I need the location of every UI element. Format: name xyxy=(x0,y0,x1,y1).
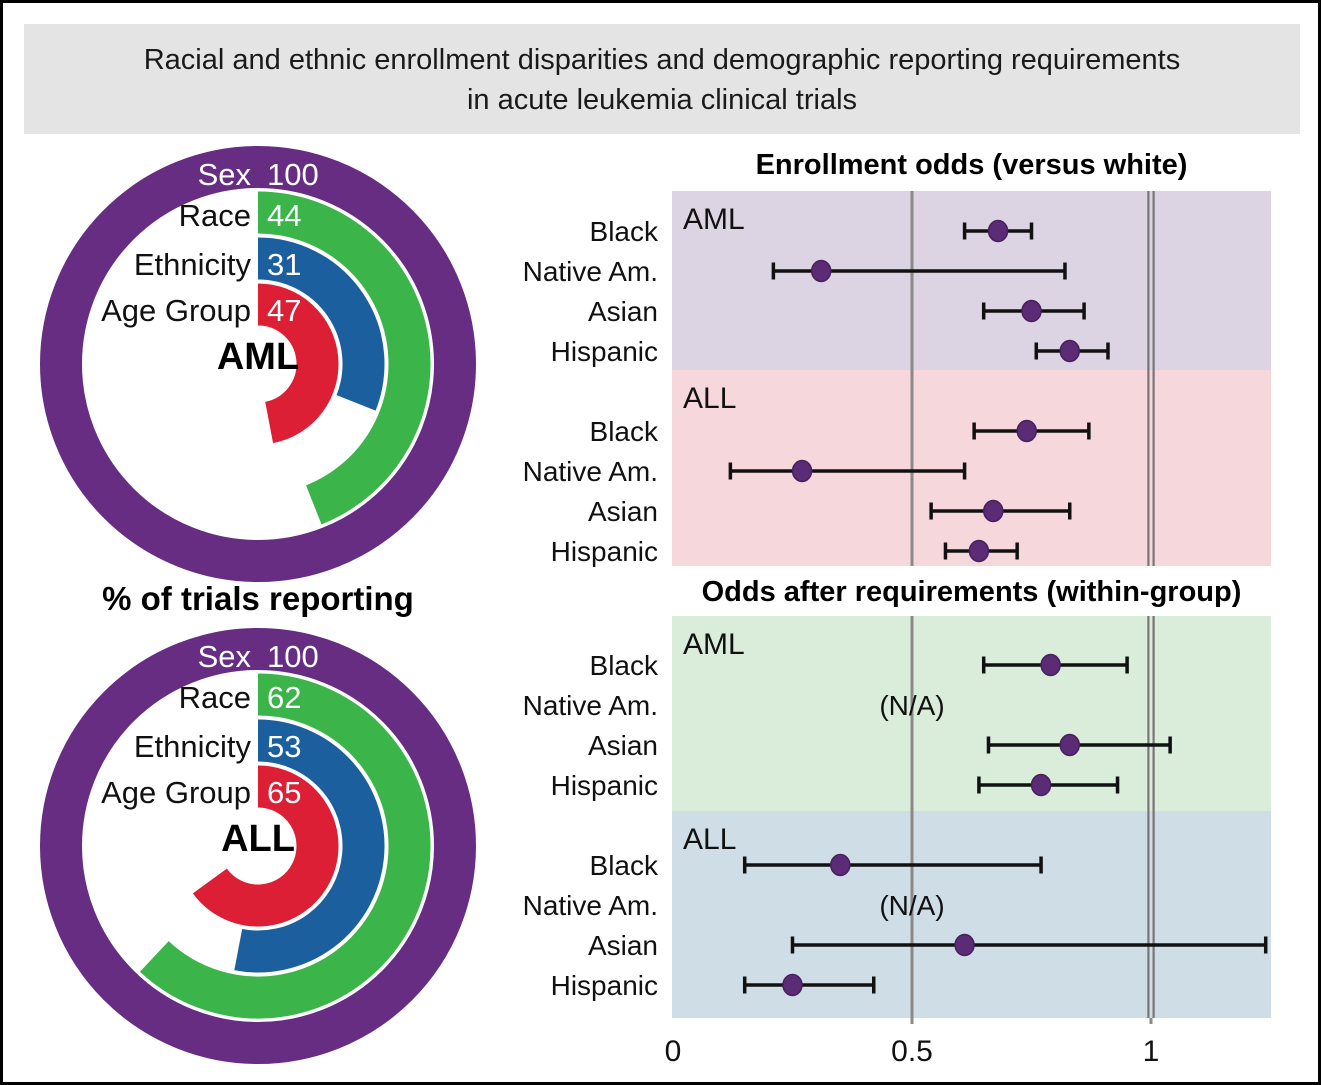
ring-label: Age Group xyxy=(101,293,251,328)
ring-age-group xyxy=(192,765,339,927)
odds-ratio-marker xyxy=(954,933,975,957)
ring-value: 53 xyxy=(267,729,301,764)
forest-row-aml-black xyxy=(981,653,1129,677)
figure-title-line-1: Racial and ethnic enrollment disparities… xyxy=(143,44,1181,76)
section-label-aml: AML xyxy=(683,203,745,236)
ring-ethnicity xyxy=(234,719,385,973)
forest-row-aml-asian xyxy=(986,733,1172,757)
odds-ratio-marker xyxy=(1021,299,1042,323)
ring-label: Race xyxy=(179,680,251,715)
ring-label: Sex xyxy=(198,157,252,192)
row-label: Native Am. xyxy=(523,256,658,287)
row-label: Black xyxy=(590,216,659,247)
forest-row-all-black xyxy=(742,853,1043,877)
ring-race xyxy=(139,673,431,1019)
na-label: (N/A) xyxy=(879,890,944,921)
donut-center-label: AML xyxy=(217,336,299,378)
row-label: Native Am. xyxy=(523,456,658,487)
row-label: Hispanic xyxy=(551,536,658,567)
forest-row-aml-black xyxy=(962,219,1034,243)
reporting-caption: % of trials reporting xyxy=(102,580,414,617)
odds-ratio-marker xyxy=(782,973,803,997)
ring-label: Race xyxy=(179,198,251,233)
forest-row-all-hispanic xyxy=(943,539,1019,563)
ring-value: 47 xyxy=(267,293,301,328)
row-label: Native Am. xyxy=(523,690,658,721)
odds-ratio-marker xyxy=(968,539,990,563)
row-label: Black xyxy=(590,416,659,447)
section-label-all: ALL xyxy=(683,823,736,856)
row-label: Hispanic xyxy=(551,336,658,367)
row-label: Asian xyxy=(588,730,658,761)
row-label: Asian xyxy=(588,296,658,327)
figure-title-line-2: in acute leukemia clinical trials xyxy=(466,84,858,116)
donut-chart-aml: Sex 100 Race 44 Ethnicity 31 Age Group 47 AML xyxy=(40,146,476,582)
row-label: Black xyxy=(590,650,659,681)
section-label-all: ALL xyxy=(683,382,736,415)
forest-row-all-hispanic xyxy=(742,973,876,997)
odds-ratio-marker xyxy=(810,259,832,283)
row-label: Native Am. xyxy=(523,890,658,921)
axis-tick-label: 0.5 xyxy=(891,1035,933,1068)
forest-row-aml-native-am-: (N/A) xyxy=(879,690,944,721)
axis-tick-label: 0 xyxy=(665,1035,682,1068)
figure-title-banner: Racial and ethnic enrollment disparities… xyxy=(24,24,1300,134)
row-label: Hispanic xyxy=(551,770,658,801)
odds-ratio-marker xyxy=(987,219,1009,243)
forest-row-all-asian xyxy=(790,933,1268,957)
ring-sex xyxy=(40,628,476,1064)
odds-ratio-marker xyxy=(1040,653,1061,677)
section-bg-all xyxy=(672,811,1271,1018)
forest-title-enrollment: Enrollment odds (versus white) xyxy=(755,149,1188,181)
forest-row-aml-native-am- xyxy=(771,259,1067,283)
ring-value: 100 xyxy=(267,157,319,192)
donut-center-label: ALL xyxy=(221,818,295,860)
forest-row-all-native-am-: (N/A) xyxy=(879,890,944,921)
ring-age-group xyxy=(257,283,339,444)
ring-value: 31 xyxy=(267,247,301,282)
odds-ratio-marker xyxy=(1030,773,1052,797)
ring-value: 62 xyxy=(267,680,301,715)
row-label: Asian xyxy=(588,930,658,961)
ring-sex xyxy=(40,146,476,582)
row-label: Asian xyxy=(588,496,658,527)
odds-ratio-marker xyxy=(830,853,851,877)
odds-ratio-marker xyxy=(1059,733,1080,757)
section-label-aml: AML xyxy=(683,628,745,661)
ring-value: 44 xyxy=(267,198,301,233)
forest-row-all-black xyxy=(972,419,1091,443)
row-label: Black xyxy=(590,850,659,881)
odds-ratio-marker xyxy=(1059,339,1080,363)
section-bg-aml xyxy=(672,616,1271,811)
forest-row-all-native-am- xyxy=(728,459,967,483)
section-bg-all xyxy=(672,370,1271,566)
ring-ethnicity xyxy=(257,237,385,411)
ring-label: Sex xyxy=(198,639,252,674)
axis-tick-label: 1 xyxy=(1143,1035,1160,1068)
row-label: Hispanic xyxy=(551,970,658,1001)
forest-title-requirements: Odds after requirements (within-group) xyxy=(701,576,1242,608)
forest-row-aml-asian xyxy=(981,299,1086,323)
ring-label: Ethnicity xyxy=(134,247,252,282)
ring-value: 100 xyxy=(267,639,319,674)
ring-label: Ethnicity xyxy=(134,729,252,764)
donut-chart-all: Sex 100 Race 62 Ethnicity 53 Age Group 65 ALL xyxy=(40,628,476,1064)
ring-race xyxy=(257,191,431,525)
ring-value: 65 xyxy=(267,775,301,810)
section-bg-aml xyxy=(672,191,1271,370)
forest-plot-requirements: AML Black Native Am. (N/A) Asian Hispanic ALL B… xyxy=(523,616,1271,1068)
forest-row-aml-hispanic xyxy=(1034,339,1110,363)
forest-row-all-asian xyxy=(929,499,1072,523)
odds-ratio-marker xyxy=(1016,419,1037,443)
odds-ratio-marker xyxy=(791,459,813,483)
forest-plot-enrollment: AML Black Native Am. Asian Hispanic ALL Black N… xyxy=(523,191,1271,567)
na-label: (N/A) xyxy=(879,690,944,721)
odds-ratio-marker xyxy=(983,499,1004,523)
ring-label: Age Group xyxy=(101,775,251,810)
forest-row-aml-hispanic xyxy=(977,773,1120,797)
